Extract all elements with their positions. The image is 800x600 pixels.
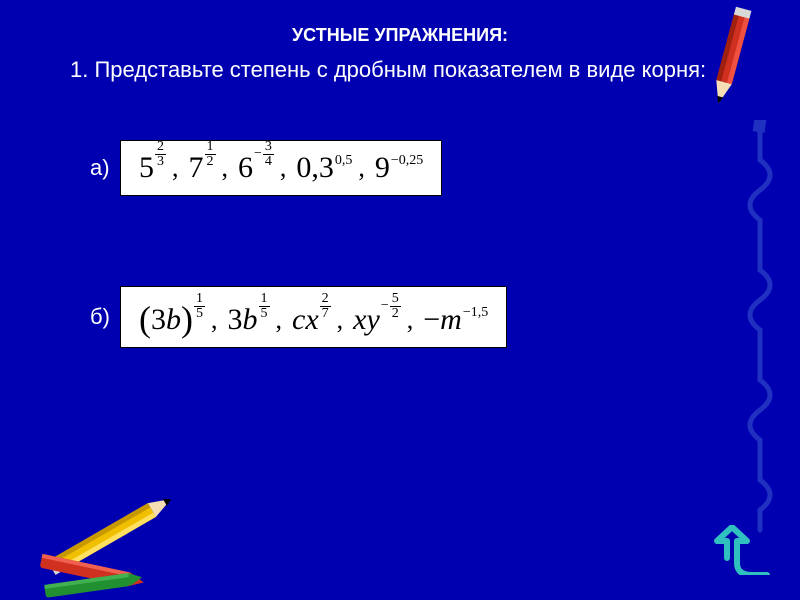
math-exponent: −0,25 xyxy=(391,153,423,169)
row-a: а) 523,712,6−34,0,30,5,9−0,25 xyxy=(50,140,750,196)
row-b: б) (3b)15,3b15,cx27,xy−52,−m−1,5 xyxy=(50,286,750,348)
math-term: xy−52 xyxy=(353,305,401,335)
math-box-b: (3b)15,3b15,cx27,xy−52,−m−1,5 xyxy=(120,286,507,348)
math-exponent: 15 xyxy=(194,292,205,321)
math-exponent: 27 xyxy=(320,292,331,321)
row-a-label: а) xyxy=(50,155,120,181)
math-base: cx xyxy=(292,305,319,335)
math-exponent: −52 xyxy=(381,292,401,321)
math-term: (3b)15 xyxy=(139,299,205,335)
math-base: 3b xyxy=(228,305,258,335)
separator: , xyxy=(280,153,287,183)
return-arrow-icon[interactable] xyxy=(710,525,770,580)
math-base: 5 xyxy=(139,153,154,183)
pencil-top-right xyxy=(700,5,760,115)
math-base: 6 xyxy=(238,153,253,183)
math-exponent: 12 xyxy=(205,140,216,169)
math-exponent: −34 xyxy=(254,140,274,169)
math-base: −m xyxy=(423,305,462,335)
math-base: 9 xyxy=(375,153,390,183)
math-box-a: 523,712,6−34,0,30,5,9−0,25 xyxy=(120,140,442,196)
squiggle-right xyxy=(730,120,790,540)
math-exponent: 15 xyxy=(259,292,270,321)
separator: , xyxy=(407,305,414,335)
separator: , xyxy=(172,153,179,183)
math-term: 6−34 xyxy=(238,153,274,183)
task-number: 1. xyxy=(70,57,88,82)
separator: , xyxy=(337,305,344,335)
math-exponent: 0,5 xyxy=(335,153,353,169)
math-term: 0,30,5 xyxy=(296,153,352,183)
math-term: 3b15 xyxy=(228,305,270,335)
math-term: 9−0,25 xyxy=(375,153,423,183)
math-term: −m−1,5 xyxy=(423,305,488,335)
separator: , xyxy=(358,153,365,183)
math-base: 0,3 xyxy=(296,153,334,183)
math-term: cx27 xyxy=(292,305,331,335)
separator: , xyxy=(222,153,229,183)
task-text: 1. Представьте степень с дробным показат… xyxy=(70,56,750,85)
math-base: xy xyxy=(353,305,380,335)
math-base: (3b) xyxy=(139,299,193,335)
separator: , xyxy=(211,305,218,335)
math-term: 712 xyxy=(189,153,216,183)
math-exponent: 23 xyxy=(155,140,166,169)
pencil-bottom-left xyxy=(10,460,190,600)
task-body: Представьте степень с дробным показателе… xyxy=(94,57,706,82)
row-b-label: б) xyxy=(50,304,120,330)
slide-heading: УСТНЫЕ УПРАЖНЕНИЯ: xyxy=(50,25,750,46)
math-term: 523 xyxy=(139,153,166,183)
separator: , xyxy=(276,305,283,335)
math-exponent: −1,5 xyxy=(463,305,488,321)
math-base: 7 xyxy=(189,153,204,183)
